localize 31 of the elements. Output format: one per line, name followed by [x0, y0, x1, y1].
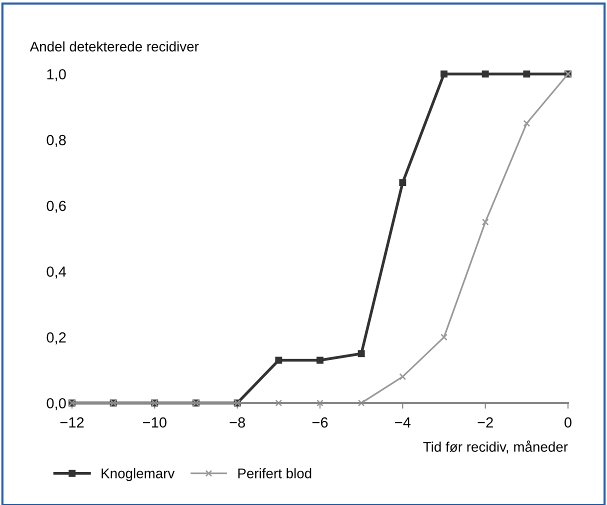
- x-tick-label: −10: [143, 417, 166, 428]
- x-tick-label: −8: [230, 417, 246, 428]
- legend-label: Perifert blod: [238, 468, 312, 478]
- y-tick-label: 0,4: [46, 266, 66, 279]
- point: [316, 400, 324, 406]
- x-tick-label: −6: [312, 417, 328, 428]
- x-tick-label: −4: [395, 417, 411, 428]
- y-tick-label: 0,6: [46, 200, 66, 213]
- point: [440, 334, 448, 341]
- y-tick-label: 0,8: [46, 134, 66, 147]
- y-tick-label: 0,2: [46, 332, 66, 344]
- y-tick-label: 1,0: [47, 69, 66, 82]
- point: [440, 70, 448, 78]
- point: [316, 356, 324, 364]
- point: [523, 120, 530, 127]
- point: [275, 356, 282, 364]
- y-axis-title: Andel detekterede recidiver: [30, 41, 199, 52]
- point: [358, 400, 365, 406]
- point: [399, 179, 406, 186]
- x-tick-label: −2: [478, 417, 493, 428]
- x-axis-title: Tid før recidiv, måneder: [423, 440, 568, 454]
- point: [523, 70, 530, 78]
- point: [482, 218, 489, 226]
- legend-label: Knoglemarv: [102, 468, 175, 482]
- point: [399, 373, 406, 380]
- y-tick-label: 0,0: [46, 398, 66, 410]
- x-tick-label: −12: [60, 417, 84, 428]
- point: [358, 350, 365, 358]
- point: [275, 400, 282, 406]
- point: [482, 70, 489, 78]
- x-tick-label: 0: [564, 417, 572, 428]
